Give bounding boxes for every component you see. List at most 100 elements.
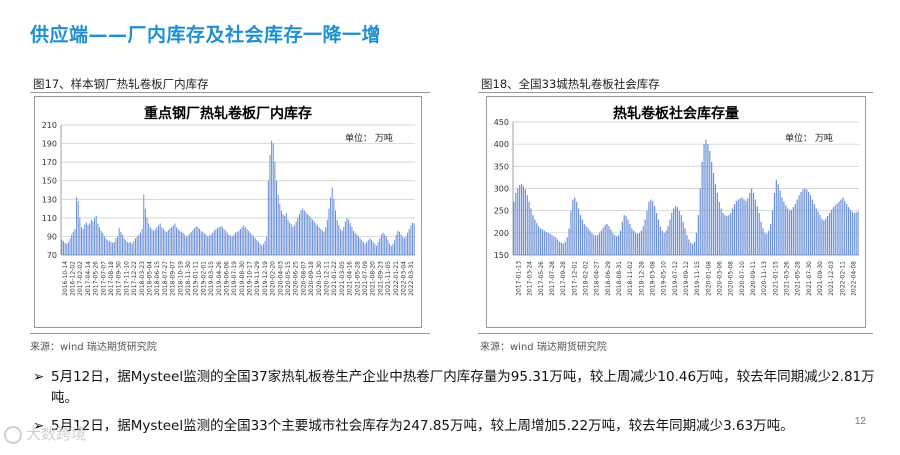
x-tick-label: 2019-10-17 [247,261,254,296]
bar [616,236,618,255]
bar [549,233,551,255]
bar [121,234,123,255]
x-tick-label: 2021-07-30 [806,261,813,296]
bar [144,208,146,255]
bar [749,192,751,255]
bar [131,243,133,255]
bar [764,232,766,255]
y-tick-label: 90 [47,232,57,241]
bar [97,223,99,255]
y-tick-label: 210 [42,121,57,130]
bar [576,201,578,255]
bar [572,199,574,255]
bar [184,234,186,255]
chart-unit-label: 单位： 万吨 [785,134,833,144]
bar [307,214,309,255]
bar [212,232,214,255]
x-tick-label: 2021-05-28 [354,261,361,296]
bar [752,192,755,255]
bar [756,206,758,255]
bar [105,238,107,255]
x-tick-label: 2017-08-18 [108,261,115,296]
bar [720,208,722,255]
bar [336,219,338,255]
bar [667,226,669,255]
bar [95,216,97,255]
x-tick-label: 2019-06-06 [223,261,230,296]
bar [272,143,274,255]
bar [534,219,536,255]
bar [665,230,667,255]
bar [198,229,200,255]
x-tick-label: 2020-02-20 [270,261,277,296]
x-tick-label: 2022-04-08 [850,261,857,296]
bar [113,242,115,255]
bar [217,228,219,255]
bar [84,224,86,255]
x-tick-label: 2017-01-13 [516,261,523,296]
bar [410,225,412,255]
bar [354,232,356,255]
bar [828,212,831,255]
bar [318,227,320,255]
bar [141,229,143,255]
bar [779,190,781,255]
bar [621,221,623,255]
bar [158,225,160,255]
x-tick-label: 2017-09-30 [116,261,123,296]
bar [796,199,798,255]
bar [602,227,604,255]
bar [800,192,802,255]
bar [806,189,808,255]
bar [813,204,815,255]
bar [94,217,96,255]
bar [364,243,366,255]
source-note-left: 来源：wind 瑞达期货研究院 [30,342,157,353]
bar [733,204,736,255]
y-tick-label: 150 [42,177,57,186]
bar [636,233,639,255]
y-tick-label: 300 [494,185,509,194]
divider [478,92,873,93]
bar [583,223,585,255]
bar [180,231,182,255]
bar [608,226,610,255]
bar [627,219,629,255]
bar [297,217,299,255]
bar [844,200,846,255]
bullet-text: 5月12日，据Mysteel监测的全国33个主要城市社会库存为247.85万吨，… [51,418,794,434]
bar [162,229,164,255]
bar [331,187,333,255]
bar [169,228,171,255]
x-tick-label: 2021-01-22 [331,261,338,296]
bar [771,210,774,255]
bar [126,242,128,255]
bar [125,240,127,255]
x-tick-label: 2021-12-03 [828,261,835,296]
bar [693,241,696,255]
bar [359,238,361,255]
y-tick-label: 110 [42,214,57,223]
bar [366,242,368,255]
bar [253,236,255,255]
bar [804,188,806,255]
bar [74,229,76,255]
bar [207,236,209,255]
bar [220,226,222,255]
bar [412,222,414,255]
bar [847,207,850,255]
bar [773,192,775,255]
bar [579,215,582,255]
bar [703,144,705,255]
bar [107,240,109,255]
bar [709,150,711,255]
bar [762,228,764,255]
x-tick-label: 2018-04-27 [594,261,601,296]
bar [194,228,196,255]
bar [89,223,91,255]
bar [192,229,194,255]
y-tick-label: 170 [42,158,57,167]
bar [294,225,296,255]
bar [625,215,627,255]
x-tick-label: 2020-09-18 [308,261,315,296]
